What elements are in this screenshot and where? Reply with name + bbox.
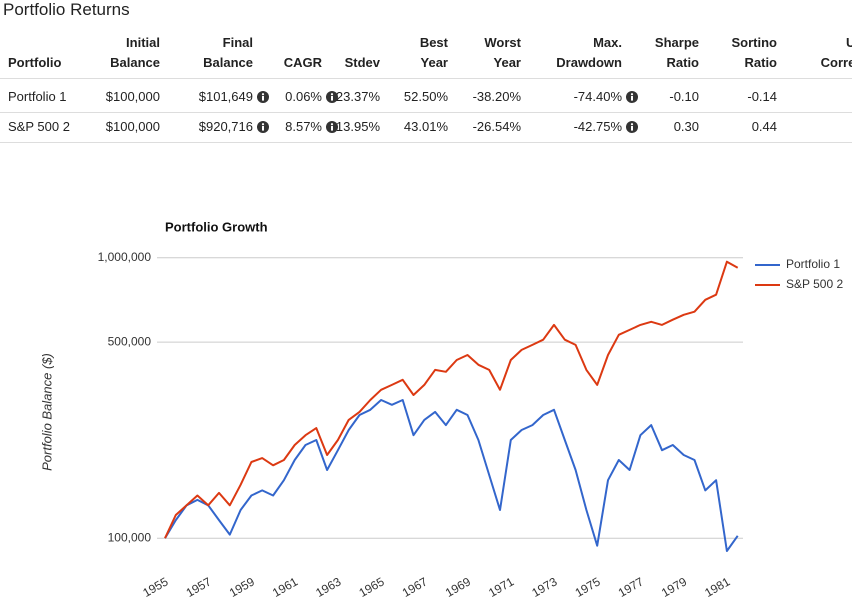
cell-text: -26.54% (472, 119, 521, 134)
x-tick-label: 1969 (443, 574, 473, 600)
table-cell: S&P 500 2 (8, 119, 70, 134)
table-cell: -42.75% (574, 119, 638, 134)
cell-text: -38.20% (472, 89, 521, 104)
row-separator (0, 112, 852, 113)
x-tick-label: 1973 (529, 574, 559, 600)
cell-text: $100,000 (105, 89, 160, 104)
column-header: Worst Year (484, 35, 521, 70)
column-header: Max. Drawdown (556, 35, 622, 70)
table-cell: $101,649 (199, 89, 269, 104)
cell-text: $920,716 (198, 119, 253, 134)
cell-text: -74.40% (573, 89, 622, 104)
x-tick-label: 1979 (659, 574, 689, 600)
table-cell: 0.44 (752, 119, 777, 134)
table-cell: -74.40% (574, 89, 638, 104)
table-cell: 52.50% (404, 89, 448, 104)
y-axis-title: Portfolio Balance ($) (39, 353, 54, 471)
cell-text: 0.06% (285, 89, 322, 104)
table-cell: -0.14 (747, 89, 777, 104)
y-tick-label: 500,000 (108, 334, 152, 348)
cell-text: -0.10 (669, 89, 699, 104)
info-icon[interactable] (326, 121, 338, 133)
chart-title: Portfolio Growth (165, 219, 268, 234)
column-header: CAGR (283, 55, 322, 70)
table-cell: $920,716 (199, 119, 269, 134)
section-title: Portfolio Returns (3, 0, 130, 19)
cell-text: 0.44 (751, 119, 777, 134)
column-header: Initial Balance (110, 35, 160, 70)
x-tick-label: 1963 (313, 574, 343, 600)
table-cell: 8.57% (285, 119, 338, 134)
x-tick-label: 1977 (616, 574, 646, 600)
column-header: Best Year (419, 35, 448, 70)
info-icon[interactable] (626, 91, 638, 103)
column-header: Stdev (344, 55, 380, 70)
cell-text: 13.95% (335, 119, 380, 134)
table-cell: 0.30 (674, 119, 699, 134)
legend-label: Portfolio 1 (786, 257, 840, 271)
table-cell: 43.01% (404, 119, 448, 134)
row-separator (0, 78, 852, 79)
cell-text: $101,649 (198, 89, 253, 104)
cell-text: 43.01% (403, 119, 448, 134)
info-icon[interactable] (326, 91, 338, 103)
row-separator (0, 142, 852, 143)
cell-text: 23.37% (335, 89, 380, 104)
table-cell: Portfolio 1 (8, 89, 67, 104)
column-header: Portfolio (8, 55, 62, 70)
series-line (164, 260, 739, 539)
y-tick-label: 100,000 (108, 530, 152, 544)
table-cell: -26.54% (473, 119, 521, 134)
cell-text: 52.50% (403, 89, 448, 104)
cell-text: $100,000 (105, 119, 160, 134)
table-cell: -38.20% (473, 89, 521, 104)
info-icon[interactable] (626, 121, 638, 133)
x-tick-label: 1971 (486, 574, 516, 600)
x-tick-label: 1965 (356, 574, 386, 600)
x-tick-label: 1981 (702, 574, 732, 600)
legend-label: S&P 500 2 (786, 277, 843, 291)
table-cell: 0.06% (285, 89, 338, 104)
cell-text: -0.14 (747, 89, 777, 104)
cell-text: S&P 500 2 (8, 119, 70, 134)
table-cell: -0.10 (669, 89, 699, 104)
x-tick-label: 1959 (227, 574, 257, 600)
column-header: Final Balance (203, 35, 253, 70)
series-line (164, 399, 739, 552)
x-tick-label: 1961 (270, 574, 300, 600)
x-tick-label: 1975 (573, 574, 603, 600)
cell-text: 8.57% (285, 119, 322, 134)
cell-text: -42.75% (573, 119, 622, 134)
x-tick-label: 1955 (140, 574, 170, 600)
table-cell: 13.95% (336, 119, 380, 134)
table-cell: $100,000 (106, 119, 160, 134)
info-icon[interactable] (257, 91, 269, 103)
column-header: US Mkt Correlation (820, 35, 852, 70)
y-tick-label: 1,000,000 (98, 250, 152, 264)
column-header: Sortino Ratio (731, 35, 778, 70)
cell-text: 0.30 (673, 119, 699, 134)
cell-text: Portfolio 1 (8, 89, 67, 104)
table-cell: $100,000 (106, 89, 160, 104)
column-header: Sharpe Ratio (654, 35, 699, 70)
x-tick-label: 1957 (184, 574, 214, 600)
x-tick-label: 1967 (400, 574, 430, 600)
table-cell: 23.37% (336, 89, 380, 104)
info-icon[interactable] (257, 121, 269, 133)
